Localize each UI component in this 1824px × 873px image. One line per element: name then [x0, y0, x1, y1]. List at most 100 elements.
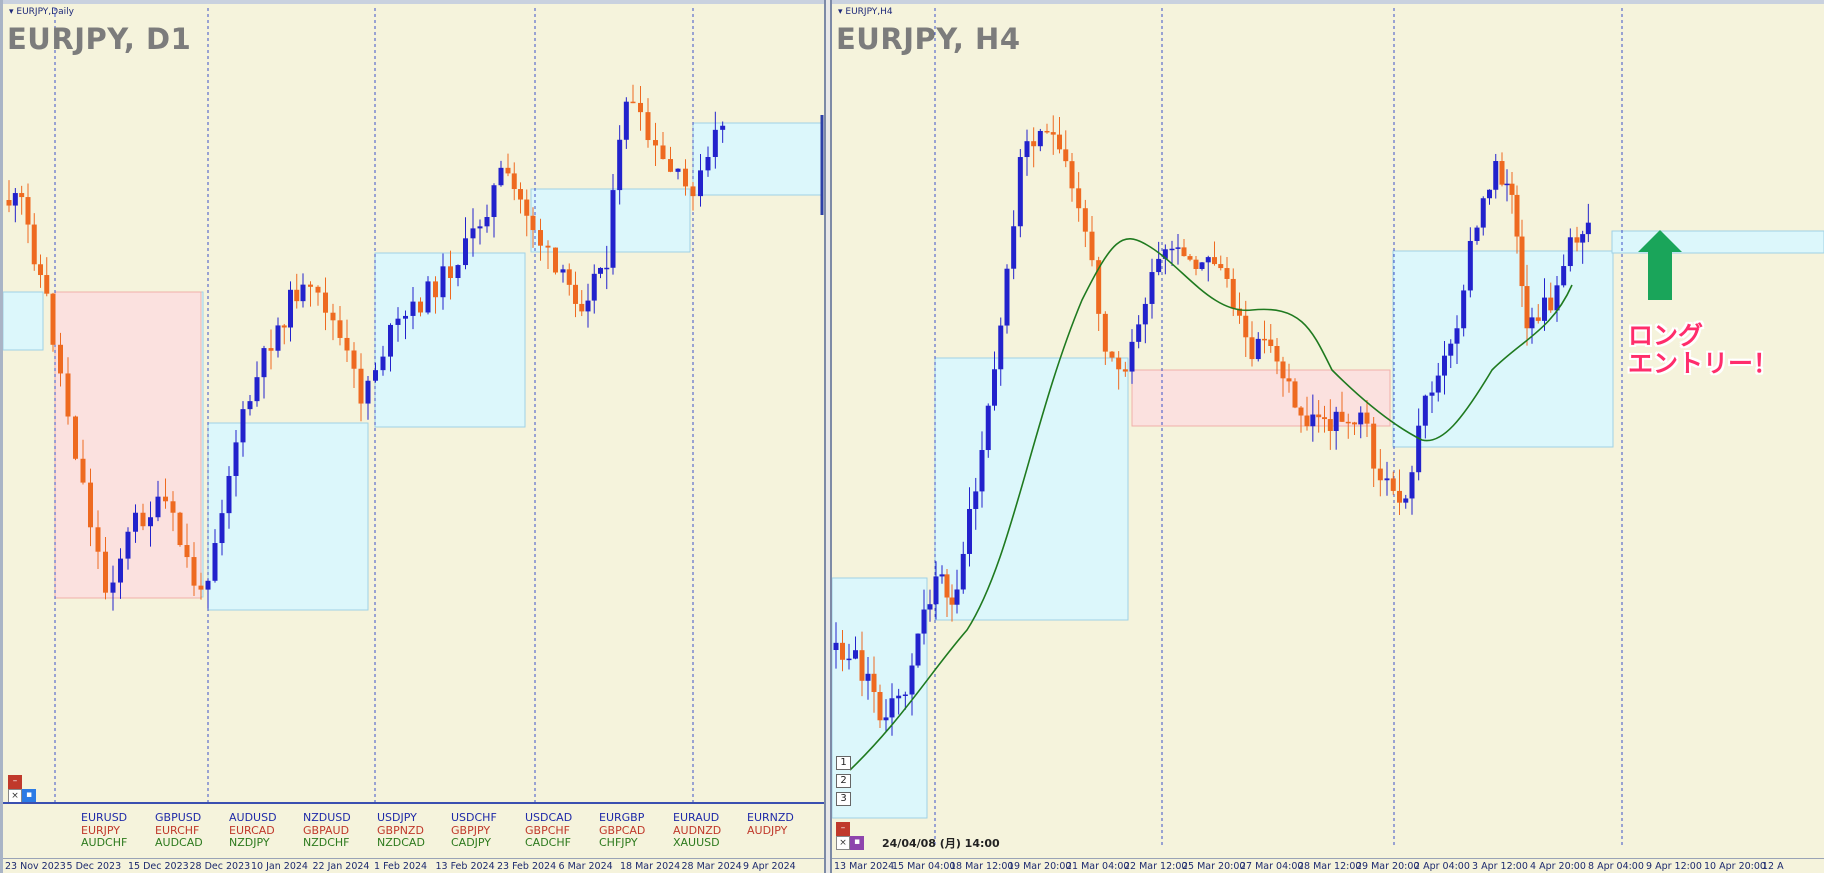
axis-tick-label: 28 Mar 12:00	[1298, 861, 1362, 872]
candle-body	[1102, 313, 1108, 352]
candle-body	[19, 193, 25, 198]
symbol-button[interactable]: GBPUSD	[155, 811, 202, 824]
candle-body	[268, 348, 274, 351]
symbol-button[interactable]: EURJPY	[81, 823, 120, 837]
candle-body	[395, 318, 401, 325]
candle-body	[1358, 412, 1364, 425]
candle-body	[1004, 268, 1010, 326]
symbol-button[interactable]: NZDUSD	[303, 811, 351, 824]
symbol-button[interactable]: AUDCAD	[155, 836, 203, 849]
close-icon[interactable]: ×	[836, 836, 850, 850]
symbol-button[interactable]: EURCHF	[155, 823, 200, 837]
candle-body	[191, 557, 197, 586]
candle-body	[927, 604, 933, 610]
symbol-button[interactable]: GBPJPY	[451, 823, 491, 837]
symbol-button[interactable]: AUDNZD	[673, 823, 722, 837]
symbol-button[interactable]: NZDJPY	[229, 836, 270, 849]
symbol-button[interactable]: CHFJPY	[599, 836, 638, 849]
symbol-button[interactable]: EURCAD	[229, 823, 275, 837]
candle-body	[308, 284, 313, 287]
symbol-button[interactable]: CADCHF	[525, 836, 571, 849]
candle-body	[1218, 264, 1224, 269]
symbol-button[interactable]: GBPNZD	[377, 823, 424, 837]
axis-tick-label: 18 Mar 12:00	[950, 861, 1014, 872]
minimize-icon[interactable]: –	[8, 775, 22, 789]
button-3[interactable]: 3	[836, 792, 851, 806]
symbol-button[interactable]: EURUSD	[81, 811, 128, 824]
candle-body	[163, 496, 168, 502]
candle-body	[853, 650, 858, 659]
candle-body	[44, 275, 50, 294]
candle-body	[1162, 249, 1168, 259]
candle-body	[610, 190, 616, 268]
chart-symbol-title: EURJPY, D1	[7, 22, 192, 56]
button-2[interactable]: 2	[836, 774, 851, 788]
chart-window-daily[interactable]: ▾ EURJPY,Daily EURJPY, D1 – × ▪ EURUSD EU…	[0, 0, 826, 873]
price-chart-daily[interactable]	[3, 0, 824, 858]
close-icon[interactable]: ×	[8, 789, 22, 803]
annotation-line-1: ロング	[1628, 321, 1704, 350]
candle-body	[992, 369, 997, 406]
candle-body	[410, 301, 416, 316]
candle-body	[1169, 248, 1175, 251]
candle-body	[198, 585, 204, 590]
candle-body	[985, 405, 991, 451]
candle-body	[125, 531, 131, 559]
symbol-column: USDJPY GBPNZD NZDCAD	[377, 811, 425, 850]
symbol-button[interactable]: CADJPY	[451, 836, 492, 849]
candle-body	[491, 185, 497, 218]
symbol-button[interactable]: USDCHF	[451, 811, 497, 824]
candle-body	[1175, 247, 1181, 249]
candle-body	[1136, 324, 1142, 342]
chart-window-h4[interactable]: ▾ EURJPY,H4 EURJPY, H4 1 2 3 – × ▪ 24/04…	[830, 0, 1824, 873]
candle-body	[403, 315, 408, 319]
button-1[interactable]: 1	[836, 756, 851, 770]
candle-body	[1316, 414, 1322, 418]
candle-body	[1280, 361, 1286, 379]
symbol-button[interactable]: USDCAD	[525, 811, 573, 824]
symbol-button[interactable]: AUDJPY	[747, 823, 788, 837]
minimize-icon[interactable]: –	[836, 822, 850, 836]
candle-body	[50, 293, 56, 345]
symbol-button[interactable]: NZDCAD	[377, 836, 425, 849]
symbol-button[interactable]: EURNZD	[747, 811, 794, 824]
symbol-button[interactable]: EURAUD	[673, 811, 720, 824]
candle-body	[1199, 262, 1205, 269]
symbol-button[interactable]: AUDCHF	[81, 836, 128, 849]
axis-tick-label: 29 Mar 20:00	[1356, 861, 1420, 872]
candle-body	[1230, 278, 1236, 309]
symbol-button[interactable]: GBPAUD	[303, 823, 350, 837]
symbol-button[interactable]: EURGBP	[599, 811, 645, 824]
candle-body	[1181, 247, 1187, 257]
candle-body	[511, 173, 517, 190]
menu-icon[interactable]: ▪	[22, 789, 36, 803]
axis-tick-label: 18 Mar 2024	[620, 861, 681, 872]
axis-tick-label: 9 Apr 2024	[743, 861, 796, 872]
menu-icon[interactable]: ▪	[850, 836, 864, 850]
candle-body	[1050, 132, 1056, 135]
symbol-button[interactable]: AUDUSD	[229, 811, 277, 824]
crosshair-timestamp: 24/04/08 (月) 14:00	[882, 837, 1000, 850]
candle-body	[95, 527, 101, 552]
candle-body	[184, 545, 190, 558]
candle-body	[103, 551, 108, 593]
symbol-button[interactable]: XAUUSD	[673, 836, 720, 849]
symbol-button[interactable]: USDJPY	[377, 811, 417, 824]
axis-tick-label: 4 Apr 20:00	[1530, 861, 1586, 872]
candle-body	[859, 650, 865, 681]
symbol-button[interactable]: GBPCHF	[525, 823, 570, 837]
symbol-button[interactable]: GBPCAD	[599, 823, 646, 837]
candle-body	[560, 269, 566, 273]
candle-body	[1504, 183, 1510, 186]
candle-body	[1274, 345, 1280, 362]
candle-body	[1069, 161, 1075, 189]
candle-body	[949, 597, 955, 605]
symbol-button[interactable]: NZDCHF	[303, 836, 350, 849]
candle-body	[88, 482, 93, 528]
price-chart-h4[interactable]	[832, 0, 1824, 858]
candle-body	[1429, 392, 1435, 396]
supply-demand-zone	[1131, 369, 1391, 427]
candle-body	[6, 200, 12, 206]
candle-body	[73, 416, 78, 459]
symbol-column: EURAUD AUDNZD XAUUSD	[673, 811, 722, 850]
